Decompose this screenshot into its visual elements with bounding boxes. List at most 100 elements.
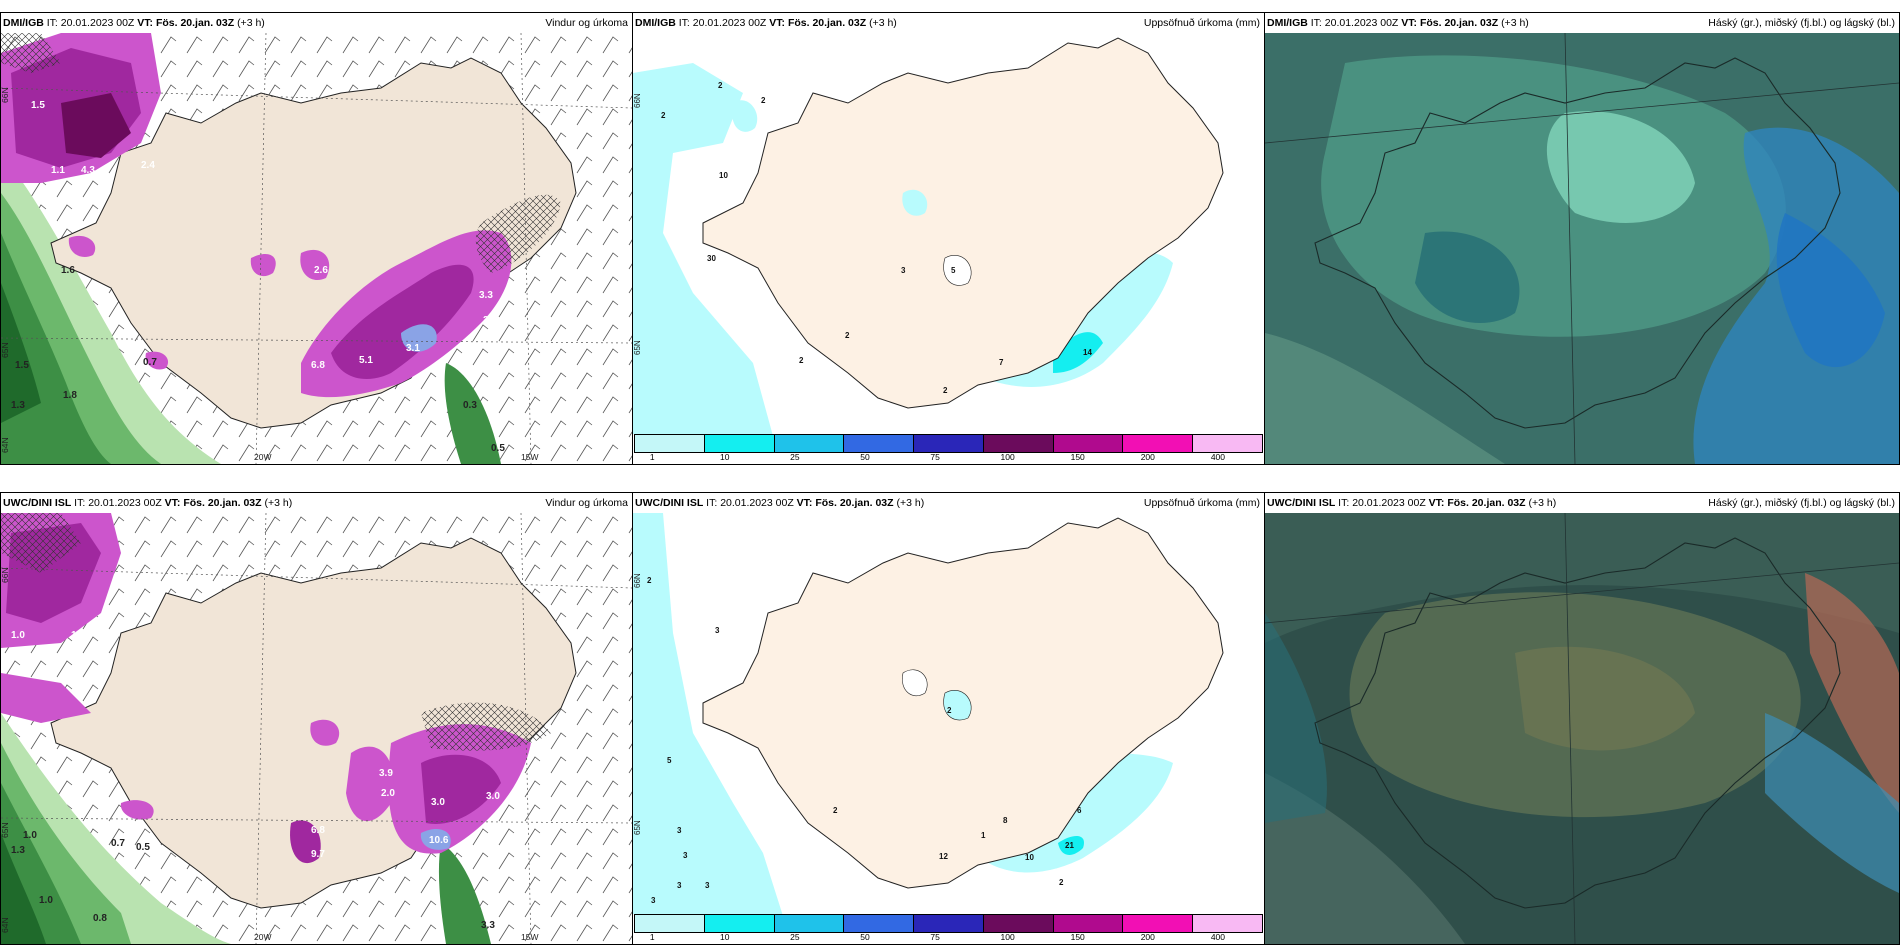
precip-label: 1.0 <box>23 830 37 841</box>
precip-label: 0.3 <box>463 400 477 411</box>
model-name: UWC/DINI ISL <box>635 497 704 509</box>
accum-label: 3 <box>715 626 720 635</box>
lead-time: (+3 h) <box>237 17 265 29</box>
it-label: IT: <box>1310 17 1322 29</box>
iceland-land <box>50 57 577 429</box>
colorbar-swatch <box>774 915 845 932</box>
it-label: IT: <box>678 17 690 29</box>
precip-label: 5.1 <box>359 355 373 366</box>
colorbar-tick: 10 <box>720 932 730 942</box>
colorbar-tick: 400 <box>1210 932 1225 942</box>
lat-label-65n: 65N <box>1 822 10 838</box>
precip-label: 1.0 <box>11 630 25 641</box>
colorbar-swatch <box>635 435 705 452</box>
colorbar-swatch <box>914 915 984 932</box>
accum-label: 2 <box>647 576 652 585</box>
colorbar-tick: 10 <box>720 452 730 462</box>
colorbar-tick: 150 <box>1070 932 1085 942</box>
vt-label: VT: <box>164 497 181 509</box>
init-time: 20.01.2023 00Z <box>720 497 794 509</box>
precip-label: 3.0 <box>431 797 445 808</box>
precip-label: 3.9 <box>379 768 393 779</box>
colorbar-tick: 1 <box>649 452 655 462</box>
colorbar-swatch <box>704 435 775 452</box>
colorbar-tick: 75 <box>930 452 940 462</box>
accum-precip-map: 2 3 2 5 3 3 3 3 3 2 6 8 1 10 21 2 12 66N… <box>633 513 1264 916</box>
panel-header: UWC/DINI ISL IT: 20.01.2023 00Z VT: Fös.… <box>1 493 632 513</box>
accum-label: 3 <box>677 881 682 890</box>
lon-label-20w: 20W <box>254 932 271 942</box>
precip-label: 0.8 <box>93 913 107 924</box>
accum-label: 2 <box>943 386 948 395</box>
panel-uwc-accum-precip: UWC/DINI ISL IT: 20.01.2023 00Z VT: Fös.… <box>632 492 1265 945</box>
precip-label: 1.0 <box>39 895 53 906</box>
lat-label-65n: 65N <box>1 342 10 358</box>
precip-label: 1.6 <box>61 265 75 276</box>
colorbar-tick: 150 <box>1070 452 1085 462</box>
accum-label: 1 <box>981 831 986 840</box>
product-title: Vindur og úrkoma <box>545 17 628 29</box>
panel-dmi-clouds: DMI/IGB IT: 20.01.2023 00Z VT: Fös. 20.j… <box>1264 12 1900 465</box>
model-name: DMI/IGB <box>635 17 676 29</box>
colorbar-swatch <box>635 915 705 932</box>
accum-label: 6 <box>1077 806 1082 815</box>
colorbar-swatch <box>1193 435 1263 452</box>
accum-label: 3 <box>705 881 710 890</box>
panel-header: UWC/DINI ISL IT: 20.01.2023 00Z VT: Fös.… <box>633 493 1264 513</box>
colorbar-tick: 200 <box>1140 932 1155 942</box>
iceland-outline <box>1314 57 1841 429</box>
colorbar-tick: 75 <box>930 932 940 942</box>
panel-header: DMI/IGB IT: 20.01.2023 00Z VT: Fös. 20.j… <box>633 13 1264 33</box>
lead-time: (+3 h) <box>869 17 897 29</box>
accum-label: 10 <box>719 171 728 180</box>
accum-label: 12 <box>939 852 948 861</box>
lat-label-65n: 65N <box>633 340 642 355</box>
panel-header: DMI/IGB IT: 20.01.2023 00Z VT: Fös. 20.j… <box>1 13 632 33</box>
vt-label: VT: <box>769 17 786 29</box>
precip-label: 1.3 <box>11 400 25 411</box>
vt-label: VT: <box>1428 497 1445 509</box>
accum-label: 2 <box>845 331 850 340</box>
model-name: DMI/IGB <box>1267 17 1308 29</box>
lon-label-15w: 15W <box>521 932 538 942</box>
colorbar-swatch <box>1053 435 1124 452</box>
init-time: 20.01.2023 00Z <box>692 17 767 29</box>
colorbar-tick: 400 <box>1210 452 1225 462</box>
precip-label: 0.7 <box>111 838 125 849</box>
accum-label: 2 <box>761 96 766 105</box>
accum-label: 10 <box>1025 853 1034 862</box>
precip-label: 2.1 <box>96 625 110 636</box>
colorbar-tick: 50 <box>860 932 870 942</box>
iceland-land <box>702 37 1224 409</box>
model-name: UWC/DINI ISL <box>1267 497 1336 509</box>
colorbar-boxes <box>634 434 1263 453</box>
init-time: 20.01.2023 00Z <box>1352 497 1426 509</box>
valid-time: Fös. 20.jan. 03Z <box>183 497 262 509</box>
colorbar-swatch <box>844 435 915 452</box>
precip-label: 1.1 <box>51 165 65 176</box>
product-title: Háský (gr.), miðský (fj.bl.) og lágský (… <box>1708 497 1895 509</box>
product-title: Vindur og úrkoma <box>545 497 628 509</box>
lat-label-64n: 64N <box>1 917 10 933</box>
accum-label: 14 <box>1083 348 1092 357</box>
colorbar-tick: 200 <box>1140 452 1155 462</box>
valid-time: Fös. 20.jan. 03Z <box>1447 497 1526 509</box>
precip-label: 1.5 <box>71 630 85 641</box>
colorbar-swatch <box>774 435 845 452</box>
lead-time: (+3 h) <box>1501 17 1529 29</box>
colorbar-swatch <box>844 915 915 932</box>
precip-label: 0.5 <box>491 443 505 454</box>
precip-label: 10.6 <box>429 835 449 846</box>
accum-precip-map: 2 2 2 10 30 3 5 2 2 7 14 2 66N 65N <box>633 33 1264 436</box>
lat-label-65n: 65N <box>633 820 642 835</box>
colorbar-tick: 100 <box>1000 932 1015 942</box>
wind-precip-map: 1.5 1.1 4.3 2.4 2.6 3.3 3.2 2.8 3.1 6.8 … <box>1 33 632 464</box>
precip-label: 3.0 <box>486 791 500 802</box>
colorbar-swatch <box>1123 915 1194 932</box>
precip-label: 1.5 <box>15 360 29 371</box>
accum-label: 5 <box>667 756 672 765</box>
accum-label: 3 <box>677 826 682 835</box>
precip-label: 3.1 <box>406 343 420 354</box>
accum-label: 7 <box>999 358 1004 367</box>
precip-label: 1.3 <box>11 845 25 856</box>
